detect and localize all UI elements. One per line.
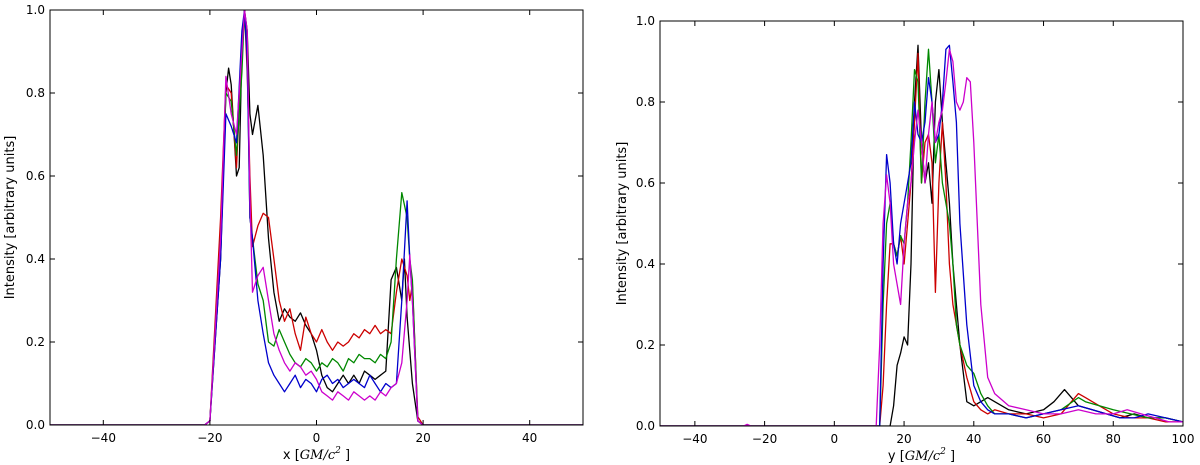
y-axis-label: Intensity [arbitrary units] xyxy=(615,142,630,306)
series-line-5 xyxy=(50,10,583,425)
y-tick-label: 0.6 xyxy=(636,176,655,190)
series-line-5 xyxy=(660,48,1183,426)
series-line-4 xyxy=(660,44,1183,426)
series-line-1 xyxy=(660,44,1183,426)
x-tick-label: 100 xyxy=(1172,432,1195,446)
x-tick-label: 80 xyxy=(1106,432,1121,446)
x-tick-label: 40 xyxy=(966,432,981,446)
x-tick-label: 60 xyxy=(1036,432,1051,446)
x-axis-label: y [GM/c2 ] xyxy=(888,447,955,464)
series-line-4 xyxy=(50,10,583,425)
x-tick-label: 20 xyxy=(415,431,430,445)
series-line-3 xyxy=(50,10,583,425)
y-tick-label: 0.0 xyxy=(26,418,45,432)
y-tick-label: 1.0 xyxy=(636,14,655,28)
y-tick-label: 0.4 xyxy=(636,257,655,271)
y-tick-label: 0.2 xyxy=(636,338,655,352)
y-tick-label: 0.6 xyxy=(26,169,45,183)
series-line-3 xyxy=(660,48,1183,426)
y-axis-label: Intensity [arbitrary units] xyxy=(3,136,18,300)
series-line-2 xyxy=(50,10,583,425)
plot-frame xyxy=(659,20,1184,427)
x-tick-label: 20 xyxy=(896,432,911,446)
x-tick-label: −20 xyxy=(197,431,222,445)
series-line-1 xyxy=(50,10,583,425)
plot-frame xyxy=(49,9,584,426)
x-axis-label: x [GM/c2 ] xyxy=(283,446,350,463)
left-panel-x-profile: −40 −20 0 20 40 0.0 0.2 0.4 0.6 0.8 1.0 x [GM/c2 ] I… xyxy=(3,3,584,463)
y-tick-label: 0.0 xyxy=(636,419,655,433)
y-tick-label: 0.8 xyxy=(636,95,655,109)
x-tick-label: −40 xyxy=(682,432,707,446)
x-tick-label: 40 xyxy=(522,431,537,445)
y-tick-label: 0.8 xyxy=(26,86,45,100)
series-line-2 xyxy=(660,52,1183,426)
y-tick-label: 0.2 xyxy=(26,335,45,349)
x-tick-label: −40 xyxy=(91,431,116,445)
y-tick-label: 1.0 xyxy=(26,3,45,17)
x-tick-label: 0 xyxy=(313,431,321,445)
y-tick-label: 0.4 xyxy=(26,252,45,266)
x-tick-label: −20 xyxy=(752,432,777,446)
right-panel-y-profile: −40 −20 0 20 40 60 80 100 0.0 0.2 0.4 0.6 0.8 1.0 y [G… xyxy=(615,14,1194,464)
x-tick-label: 0 xyxy=(831,432,839,446)
